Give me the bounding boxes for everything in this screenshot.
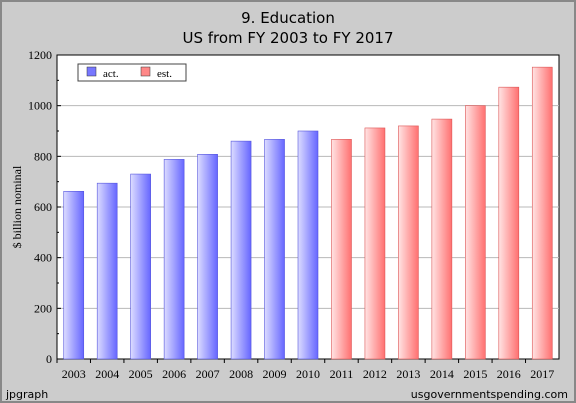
chart-title-line1: 9. Education (241, 9, 335, 27)
x-tick-label: 2009 (263, 367, 287, 381)
y-tick-label: 1000 (28, 99, 52, 113)
x-tick-label: 2006 (162, 367, 186, 381)
x-tick-label: 2007 (196, 367, 220, 381)
y-tick-label: 800 (34, 149, 52, 163)
bar-act-2010 (297, 130, 319, 360)
bar-act-2009 (264, 139, 285, 360)
x-tick-label: 2010 (296, 367, 320, 381)
x-tick-label: 2005 (129, 367, 153, 381)
x-tick-label: 2008 (229, 367, 253, 381)
bar-est-2015 (465, 105, 486, 360)
bar-est-2013 (398, 125, 419, 360)
x-tick-label: 2004 (95, 367, 119, 381)
chart-title-line2: US from FY 2003 to FY 2017 (182, 29, 394, 47)
x-tick-label: 2013 (396, 367, 420, 381)
bars (63, 66, 553, 360)
footer-source: usgovernmentspending.com (410, 388, 568, 401)
legend-box (77, 63, 187, 82)
bar-act-2003 (63, 190, 85, 360)
y-tick-label: 200 (34, 301, 52, 315)
bar-act-2004 (96, 182, 118, 360)
footer-credit: jpgraph (6, 388, 49, 401)
bar-act-2008 (230, 140, 252, 360)
bar-est-2017 (531, 66, 553, 360)
bar-act-2005 (130, 173, 151, 360)
x-axis-ticks: 2003 2004 2005 2006 2007 2008 2009 2010 2011 2012… (56, 359, 554, 381)
legend-label-act: act. (103, 68, 119, 80)
bar-est-2012 (364, 127, 386, 360)
x-tick-label: 2014 (430, 367, 454, 381)
bar-act-2007 (197, 154, 218, 360)
x-tick-label: 2015 (463, 367, 487, 381)
x-tick-label: 2003 (62, 367, 86, 381)
bar-est-2011 (331, 139, 352, 360)
legend-swatch-est (140, 66, 151, 77)
chart-title: 9. Education US from FY 2003 to FY 2017 (2, 8, 574, 48)
legend-swatch-act (86, 66, 97, 77)
y-axis-label: $ billion nominal (10, 165, 24, 248)
bar-est-2016 (498, 86, 520, 360)
y-axis-ticks: 0 200 400 600 800 1000 1200 (28, 48, 61, 366)
legend-label-est: est. (157, 68, 172, 80)
y-tick-label: 1200 (28, 48, 52, 62)
x-tick-label: 2017 (530, 367, 554, 381)
bar-act-2006 (163, 159, 185, 360)
x-tick-label: 2016 (497, 367, 521, 381)
x-tick-label: 2011 (330, 367, 354, 381)
legend: act. est. (77, 63, 187, 82)
x-tick-label: 2012 (363, 367, 387, 381)
y-tick-label: 600 (34, 200, 52, 214)
bar-est-2014 (431, 118, 453, 360)
y-tick-label: 0 (46, 352, 52, 366)
y-tick-label: 400 (34, 251, 52, 265)
